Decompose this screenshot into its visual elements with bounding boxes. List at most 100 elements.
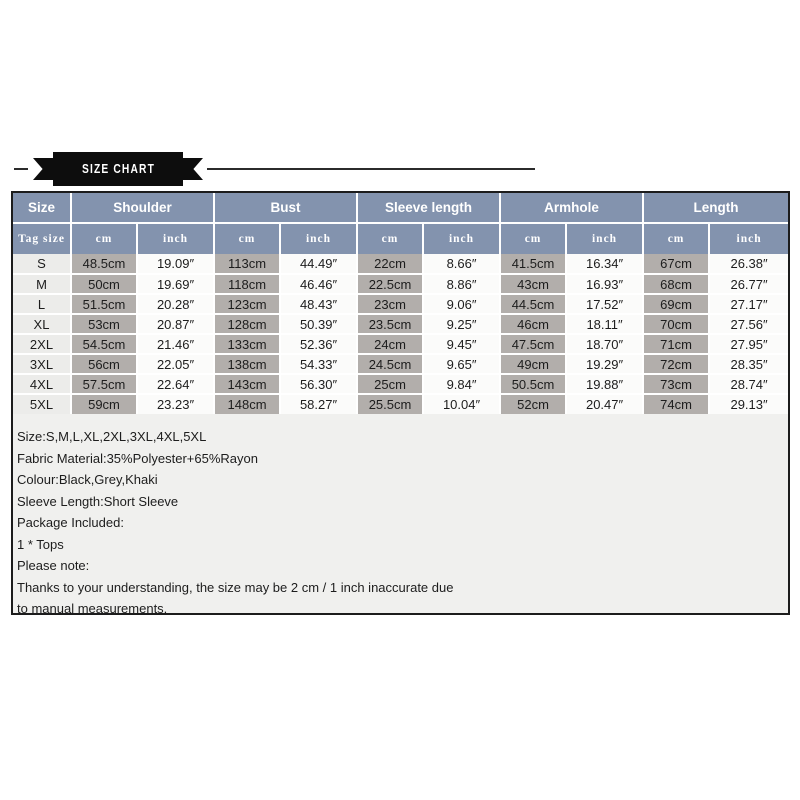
cell-length-inch: 29.13″	[709, 394, 789, 414]
table-row: 3XL 56cm 22.05″ 138cm 54.33″ 24.5cm 9.65″ 49cm 1…	[13, 354, 789, 375]
cell-armhole-inch: 17.52″	[566, 294, 645, 315]
banner-line-right-icon	[207, 168, 535, 170]
col-header-sleeve-length: Sleeve length	[357, 193, 502, 224]
cell-shoulder-cm: 56cm	[71, 354, 138, 375]
size-chart-sheet: Size Shoulder Bust Sleeve length Armhole…	[11, 191, 790, 616]
banner-title-box: SIZE CHART	[53, 152, 183, 186]
description-line: Thanks to your understanding, the size m…	[17, 579, 454, 595]
unit-header-length-cm: cm	[643, 223, 711, 254]
size-chart-table: Size Shoulder Bust Sleeve length Armhole…	[13, 193, 789, 414]
cell-armhole-cm: 52cm	[500, 394, 568, 414]
cell-armhole-inch: 16.34″	[566, 254, 645, 275]
table-row: XL 53cm 20.87″ 128cm 50.39″ 23.5cm 9.25″ 46cm 18…	[13, 314, 789, 335]
cell-length-inch: 27.95″	[709, 334, 789, 355]
cell-size: S	[13, 254, 72, 275]
unit-header-sleeve-cm: cm	[357, 223, 425, 254]
cell-length-cm: 69cm	[643, 294, 711, 315]
cell-armhole-cm: 43cm	[500, 274, 568, 295]
unit-header-length-inch: inch	[709, 223, 789, 254]
ribbon-tail-left-icon	[33, 158, 53, 180]
cell-armhole-inch: 16.93″	[566, 274, 645, 295]
cell-sleeve-inch: 9.06″	[423, 294, 502, 315]
cell-bust-inch: 52.36″	[280, 334, 359, 355]
unit-header-bust-inch: inch	[280, 223, 359, 254]
table-header-groups: Size Shoulder Bust Sleeve length Armhole…	[13, 193, 789, 224]
cell-armhole-cm: 44.5cm	[500, 294, 568, 315]
unit-header-shoulder-cm: cm	[71, 223, 138, 254]
cell-length-cm: 74cm	[643, 394, 711, 414]
cell-length-cm: 73cm	[643, 374, 711, 395]
cell-bust-cm: 113cm	[214, 254, 282, 275]
product-description: Size:S,M,L,XL,2XL,3XL,4XL,5XL Fabric Mate…	[17, 426, 777, 620]
cell-bust-cm: 138cm	[214, 354, 282, 375]
size-chart-banner: SIZE CHART	[0, 150, 800, 188]
cell-length-inch: 28.35″	[709, 354, 789, 375]
unit-header-armhole-cm: cm	[500, 223, 568, 254]
table-body: S 48.5cm 19.09″ 113cm 44.49″ 22cm 8.66″ 41.5cm 1…	[13, 254, 789, 414]
cell-length-cm: 68cm	[643, 274, 711, 295]
description-line: 1 * Tops	[17, 536, 64, 552]
cell-bust-inch: 44.49″	[280, 254, 359, 275]
cell-armhole-inch: 19.29″	[566, 354, 645, 375]
cell-size: L	[13, 294, 72, 315]
table-row: L 51.5cm 20.28″ 123cm 48.43″ 23cm 9.06″ 44.5cm 1…	[13, 294, 789, 315]
cell-sleeve-cm: 23.5cm	[357, 314, 425, 335]
cell-shoulder-cm: 54.5cm	[71, 334, 138, 355]
cell-shoulder-inch: 20.87″	[137, 314, 216, 335]
col-header-length: Length	[643, 193, 789, 224]
cell-shoulder-inch: 19.09″	[137, 254, 216, 275]
cell-bust-inch: 56.30″	[280, 374, 359, 395]
table-row: 5XL 59cm 23.23″ 148cm 58.27″ 25.5cm 10.04″ 52cm…	[13, 394, 789, 414]
cell-armhole-inch: 19.88″	[566, 374, 645, 395]
cell-shoulder-inch: 22.05″	[137, 354, 216, 375]
cell-sleeve-cm: 23cm	[357, 294, 425, 315]
cell-bust-cm: 123cm	[214, 294, 282, 315]
cell-length-cm: 67cm	[643, 254, 711, 275]
col-header-size: Size	[13, 193, 72, 224]
banner-title: SIZE CHART	[81, 162, 155, 176]
unit-header-shoulder-inch: inch	[137, 223, 216, 254]
cell-sleeve-cm: 22cm	[357, 254, 425, 275]
cell-shoulder-inch: 23.23″	[137, 394, 216, 414]
cell-sleeve-inch: 8.86″	[423, 274, 502, 295]
cell-sleeve-inch: 8.66″	[423, 254, 502, 275]
cell-armhole-cm: 47.5cm	[500, 334, 568, 355]
cell-bust-cm: 128cm	[214, 314, 282, 335]
col-header-shoulder: Shoulder	[71, 193, 216, 224]
description-line: to manual measurements.	[17, 601, 168, 616]
cell-bust-inch: 48.43″	[280, 294, 359, 315]
description-line: Please note:	[17, 558, 90, 573]
cell-armhole-cm: 50.5cm	[500, 374, 568, 395]
cell-sleeve-inch: 9.25″	[423, 314, 502, 335]
cell-armhole-inch: 18.70″	[566, 334, 645, 355]
cell-armhole-inch: 20.47″	[566, 394, 645, 414]
cell-shoulder-cm: 59cm	[71, 394, 138, 414]
description-line: Sleeve Length:Short Sleeve	[17, 493, 179, 509]
description-line: Fabric Material:35%Polyester+65%Rayon	[17, 450, 258, 466]
cell-bust-cm: 133cm	[214, 334, 282, 355]
cell-sleeve-cm: 25cm	[357, 374, 425, 395]
cell-armhole-inch: 18.11″	[566, 314, 645, 335]
cell-bust-cm: 143cm	[214, 374, 282, 395]
cell-shoulder-inch: 21.46″	[137, 334, 216, 355]
cell-bust-cm: 148cm	[214, 394, 282, 414]
unit-header-sleeve-inch: inch	[423, 223, 502, 254]
cell-bust-inch: 46.46″	[280, 274, 359, 295]
cell-shoulder-cm: 53cm	[71, 314, 138, 335]
table-row: S 48.5cm 19.09″ 113cm 44.49″ 22cm 8.66″ 41.5cm 1…	[13, 254, 789, 275]
cell-size: 4XL	[13, 374, 72, 395]
description-line: Size:S,M,L,XL,2XL,3XL,4XL,5XL	[17, 429, 207, 444]
table-header-units: Tag size cm inch cm inch cm inch cm inch…	[13, 223, 789, 254]
table-row: 2XL 54.5cm 21.46″ 133cm 52.36″ 24cm 9.45″ 47.5c…	[13, 334, 789, 355]
cell-length-cm: 71cm	[643, 334, 711, 355]
cell-length-inch: 27.17″	[709, 294, 789, 315]
cell-sleeve-cm: 25.5cm	[357, 394, 425, 414]
cell-sleeve-cm: 24cm	[357, 334, 425, 355]
cell-sleeve-inch: 9.45″	[423, 334, 502, 355]
cell-size: 3XL	[13, 354, 72, 375]
cell-shoulder-inch: 22.64″	[137, 374, 216, 395]
unit-header-tag-size: Tag size	[13, 223, 72, 254]
cell-sleeve-inch: 10.04″	[423, 394, 502, 414]
cell-size: 5XL	[13, 394, 72, 414]
cell-bust-inch: 54.33″	[280, 354, 359, 375]
